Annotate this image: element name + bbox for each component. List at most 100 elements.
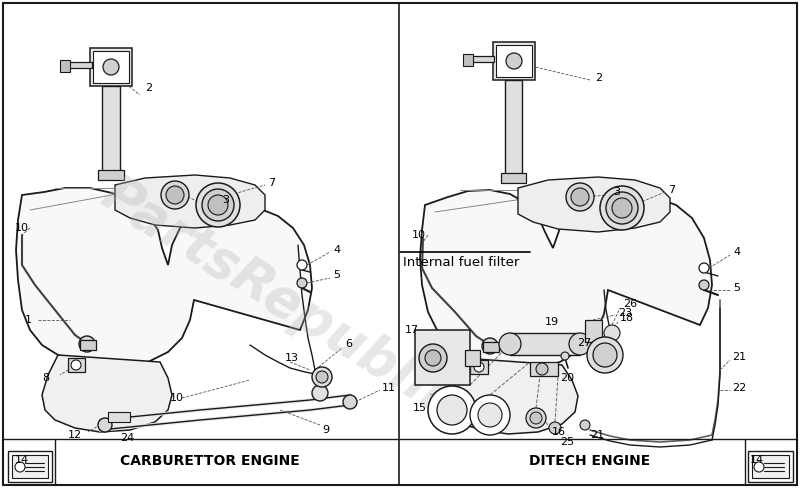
Polygon shape [585, 320, 602, 342]
Circle shape [506, 53, 522, 69]
Text: 3: 3 [613, 187, 620, 197]
Text: 5: 5 [733, 283, 740, 293]
Text: 2: 2 [595, 73, 602, 83]
Circle shape [470, 395, 510, 435]
Circle shape [297, 278, 307, 288]
Text: CARBURETTOR ENGINE: CARBURETTOR ENGINE [120, 454, 300, 468]
Text: 21: 21 [590, 430, 604, 440]
Text: 4: 4 [733, 247, 740, 257]
Text: 8: 8 [42, 373, 49, 383]
Polygon shape [420, 190, 712, 368]
Circle shape [316, 371, 328, 383]
Circle shape [571, 188, 589, 206]
Polygon shape [42, 355, 172, 432]
Circle shape [312, 367, 332, 387]
Polygon shape [465, 350, 480, 366]
Circle shape [593, 343, 617, 367]
Text: 2: 2 [145, 83, 152, 93]
Text: 5: 5 [333, 270, 340, 280]
Circle shape [79, 336, 95, 352]
Text: 6: 6 [345, 339, 352, 349]
Text: 19: 19 [545, 317, 559, 327]
Text: 10: 10 [170, 393, 184, 403]
Circle shape [499, 333, 521, 355]
Polygon shape [471, 56, 494, 62]
Bar [493, 42, 535, 80]
Polygon shape [108, 412, 130, 422]
Circle shape [428, 386, 476, 434]
Circle shape [202, 189, 234, 221]
Circle shape [612, 198, 632, 218]
Polygon shape [501, 173, 526, 183]
Text: 13: 13 [285, 353, 299, 363]
Polygon shape [12, 455, 48, 478]
Circle shape [482, 338, 498, 354]
Circle shape [478, 403, 502, 427]
Text: 17: 17 [405, 325, 419, 335]
Circle shape [569, 333, 591, 355]
Text: 24: 24 [120, 433, 134, 443]
Circle shape [208, 195, 228, 215]
Polygon shape [68, 358, 85, 372]
Circle shape [606, 192, 638, 224]
Text: 10: 10 [15, 223, 29, 233]
Bar [90, 48, 132, 86]
Bar [93, 51, 129, 83]
Circle shape [526, 408, 546, 428]
Text: DITECH ENGINE: DITECH ENGINE [530, 454, 650, 468]
Polygon shape [16, 188, 312, 366]
Text: 11: 11 [382, 383, 396, 393]
Circle shape [297, 260, 307, 270]
Polygon shape [8, 451, 52, 482]
Text: 20: 20 [560, 373, 574, 383]
Circle shape [580, 420, 590, 430]
Text: 1: 1 [25, 315, 32, 325]
Polygon shape [483, 342, 499, 352]
Circle shape [196, 183, 240, 227]
Text: 18: 18 [620, 313, 634, 323]
Text: 21: 21 [732, 352, 746, 362]
Text: 14: 14 [15, 455, 29, 465]
Circle shape [536, 363, 548, 375]
Text: 7: 7 [268, 178, 275, 188]
Polygon shape [102, 86, 120, 175]
Circle shape [103, 59, 119, 75]
Bar [496, 45, 532, 77]
Text: 25: 25 [560, 437, 574, 447]
Circle shape [600, 186, 644, 230]
Circle shape [604, 325, 620, 341]
Circle shape [474, 362, 484, 372]
Polygon shape [470, 360, 488, 374]
Polygon shape [415, 330, 470, 385]
Polygon shape [748, 451, 793, 482]
Text: 16: 16 [552, 427, 566, 437]
Text: PartsRepublik: PartsRepublik [92, 169, 468, 431]
Circle shape [549, 422, 561, 434]
Text: 10: 10 [412, 230, 426, 240]
Polygon shape [68, 62, 92, 68]
Polygon shape [518, 177, 670, 232]
Circle shape [419, 344, 447, 372]
Text: 27: 27 [577, 338, 591, 348]
Polygon shape [115, 175, 265, 228]
Circle shape [312, 385, 328, 401]
Text: 9: 9 [322, 425, 329, 435]
Polygon shape [80, 340, 96, 350]
Text: 3: 3 [222, 195, 229, 205]
Polygon shape [448, 358, 578, 434]
Circle shape [71, 360, 81, 370]
Circle shape [699, 263, 709, 273]
Circle shape [561, 352, 569, 360]
Polygon shape [463, 54, 473, 66]
Polygon shape [60, 60, 70, 72]
Circle shape [15, 462, 25, 472]
Polygon shape [510, 333, 580, 355]
Circle shape [425, 350, 441, 366]
Polygon shape [98, 170, 124, 180]
Circle shape [166, 186, 184, 204]
Text: 26: 26 [623, 299, 637, 309]
Text: 22: 22 [732, 383, 746, 393]
Polygon shape [530, 362, 558, 376]
Circle shape [699, 280, 709, 290]
Text: 14: 14 [750, 455, 764, 465]
